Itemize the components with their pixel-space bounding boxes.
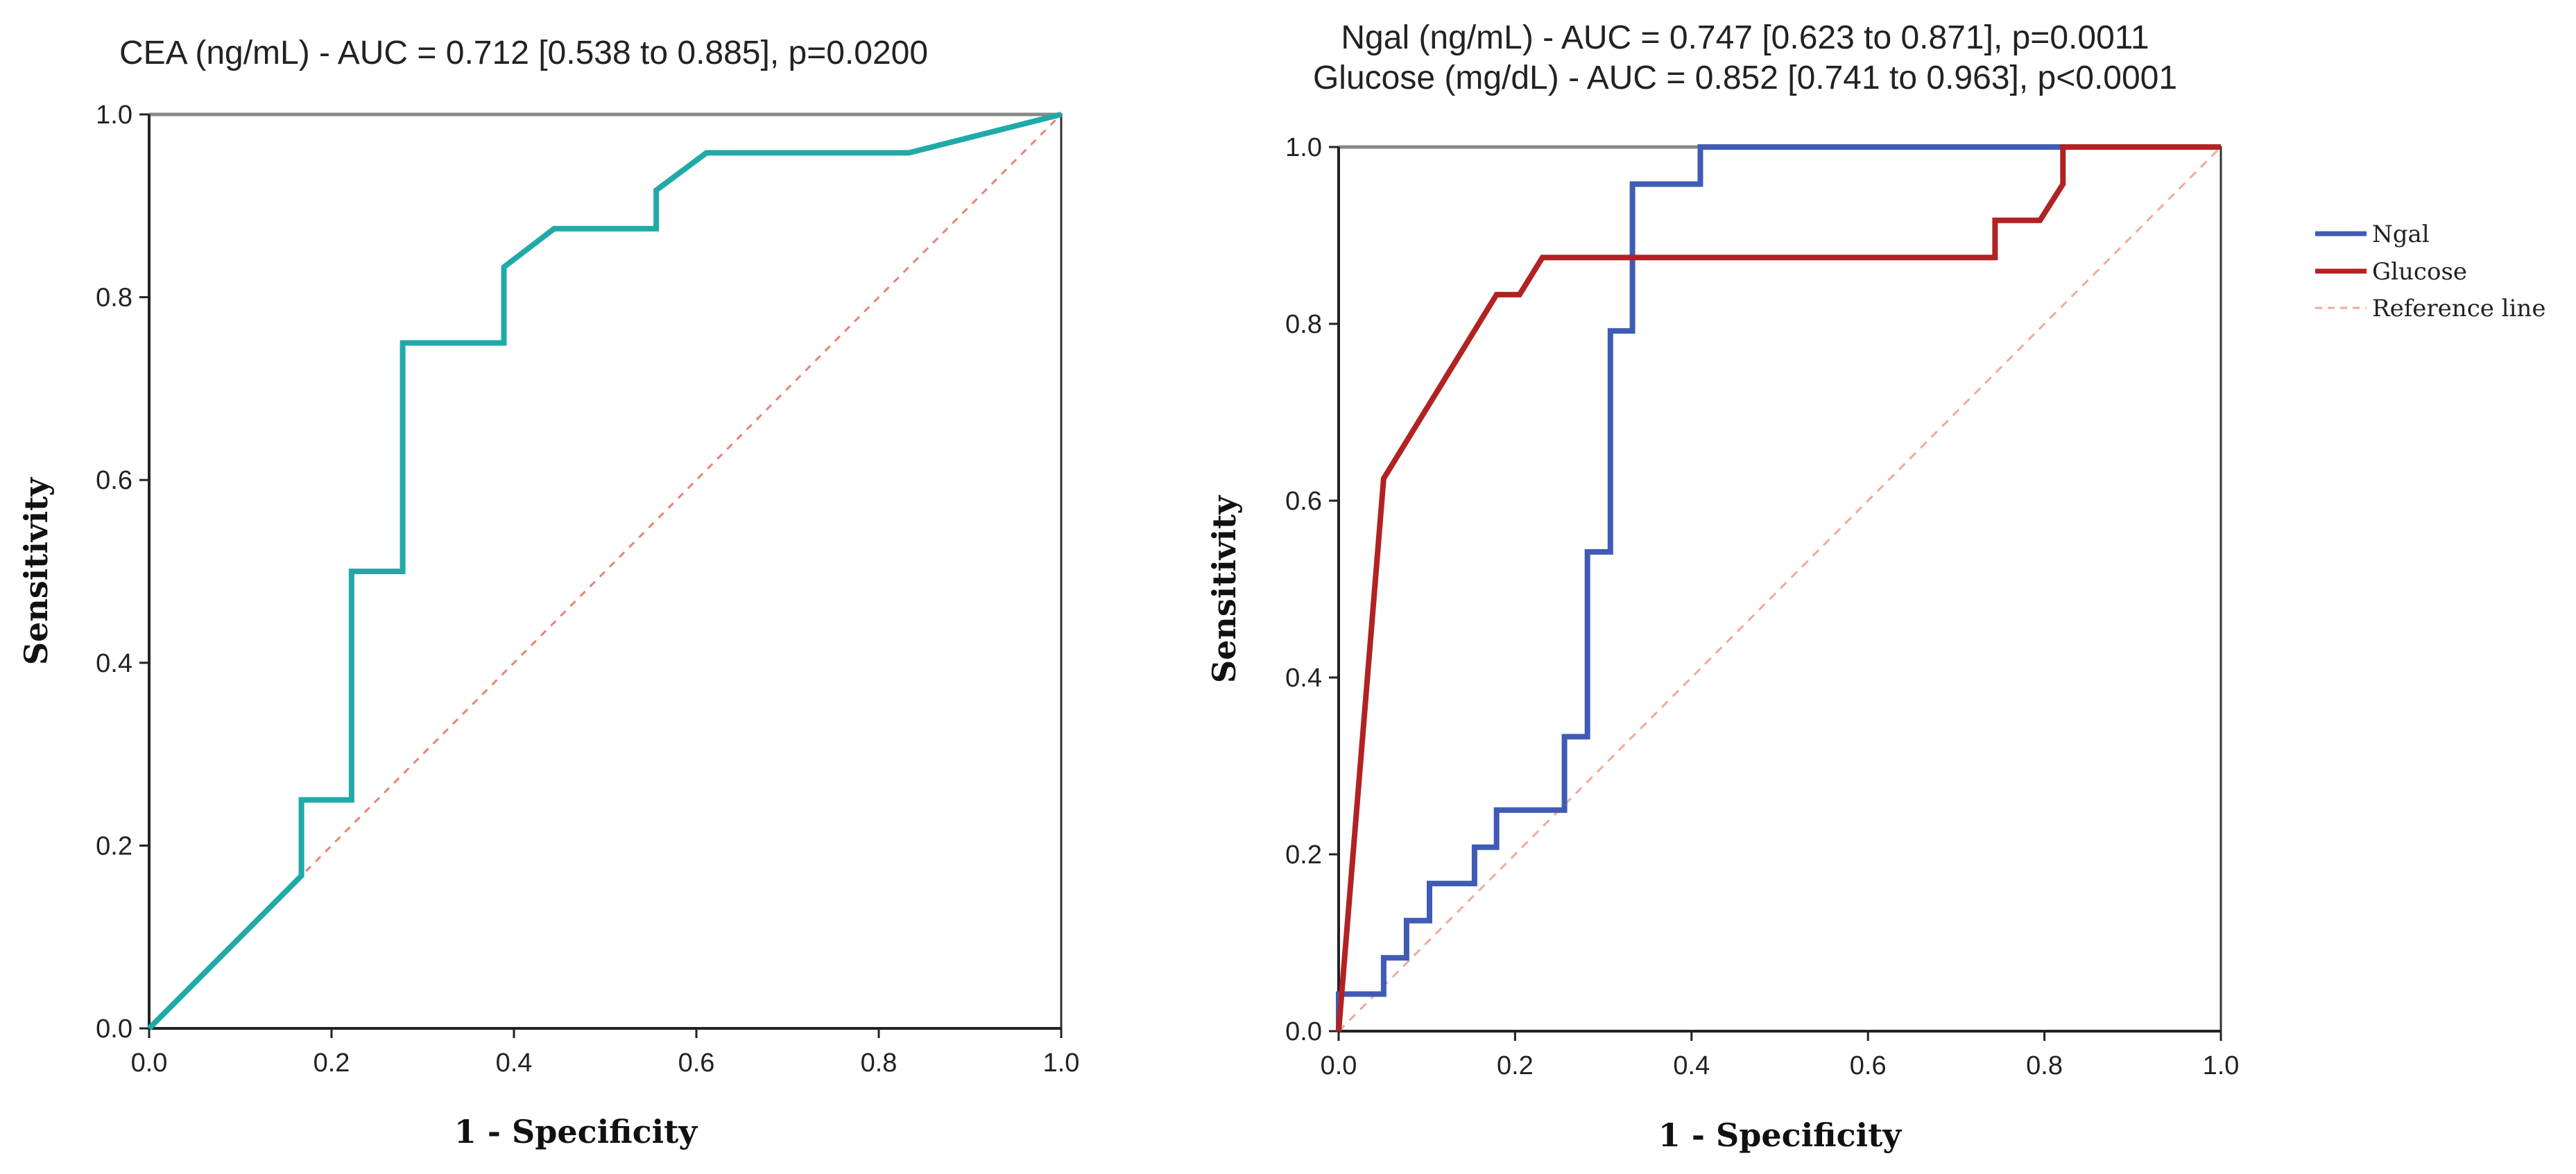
- right-x-tick-label: 0.6: [1850, 1051, 1887, 1080]
- right-x-tick-label: 0.8: [2026, 1051, 2063, 1080]
- right-ticks: 0.0 0.2 0.4 0.6 0.8 1.0 0.0 0.2 0.4 0.6 0.8 1.0: [1285, 133, 2239, 1080]
- cea-ticks: 0.0 0.2 0.4 0.6 0.8 1.0 0.0 0.2 0.4 0.6 0.8 1.0: [96, 101, 1079, 1078]
- cea-x-tick-label: 1.0: [1043, 1048, 1080, 1078]
- cea-chart-title: CEA (ng/mL) - AUC = 0.712 [0.538 to 0.88…: [119, 35, 928, 71]
- cea-y-tick-label: 1.0: [96, 101, 132, 130]
- right-x-tick-label: 0.0: [1321, 1051, 1357, 1080]
- cea-x-tick-label: 0.2: [314, 1048, 350, 1078]
- right-y-tick-label: 0.4: [1285, 664, 1322, 693]
- cea-x-tick-label: 0.8: [861, 1048, 898, 1078]
- glucose-roc-curve: [1336, 144, 2221, 1032]
- cea-x-axis-title: 1 - Specificity: [454, 1113, 698, 1150]
- legend-item-reference: Reference line: [2315, 295, 2545, 322]
- legend-label-ngal: Ngal: [2372, 221, 2430, 248]
- cea-plot-area: 0.0 0.2 0.4 0.6 0.8 1.0 0.0 0.2 0.4 0.6 0.8 1.0: [96, 101, 1079, 1078]
- cea-x-tick-label: 0.4: [496, 1048, 533, 1078]
- cea-y-tick-label: 0.4: [96, 649, 132, 678]
- right-y-tick-label: 1.0: [1285, 133, 1322, 162]
- right-reference-line: [1337, 146, 2222, 1033]
- right-y-tick-label: 0.6: [1285, 487, 1322, 516]
- right-x-axis-title: 1 - Specificity: [1658, 1116, 1902, 1154]
- right-x-tick-label: 0.2: [1497, 1051, 1534, 1080]
- legend: Ngal Glucose Reference line: [2315, 221, 2545, 322]
- legend-label-glucose: Glucose: [2372, 258, 2467, 286]
- right-y-tick-label: 0.0: [1285, 1017, 1322, 1046]
- cea-x-tick-label: 0.0: [131, 1048, 168, 1078]
- legend-item-ngal: Ngal: [2315, 221, 2430, 248]
- ngal-chart-title: Ngal (ng/mL) - AUC = 0.747 [0.623 to 0.8…: [1341, 19, 2149, 56]
- ngal-roc-curve: [1336, 144, 2221, 1031]
- cea-roc-curve: [147, 112, 1062, 1030]
- cea-y-tick-label: 0.8: [96, 284, 132, 313]
- right-y-axis-title: Sensitivity: [1205, 495, 1243, 683]
- legend-label-reference: Reference line: [2372, 295, 2545, 322]
- glucose-chart-title: Glucose (mg/dL) - AUC = 0.852 [0.741 to …: [1313, 60, 2177, 96]
- cea-y-tick-label: 0.0: [96, 1015, 132, 1044]
- legend-item-glucose: Glucose: [2315, 258, 2467, 286]
- right-x-tick-label: 0.4: [1673, 1051, 1710, 1080]
- ngal-glucose-roc-chart: Ngal (ng/mL) - AUC = 0.747 [0.623 to 0.8…: [1205, 19, 2545, 1154]
- cea-y-tick-label: 0.2: [96, 831, 132, 861]
- right-y-tick-label: 0.8: [1285, 310, 1322, 339]
- right-y-tick-label: 0.2: [1285, 840, 1322, 870]
- cea-y-axis-title: Sensitivity: [17, 477, 55, 665]
- ngal-glucose-plot-area: 0.0 0.2 0.4 0.6 0.8 1.0 0.0 0.2 0.4 0.6 0.8 1.0: [1285, 133, 2239, 1080]
- right-x-tick-label: 1.0: [2203, 1051, 2240, 1080]
- cea-y-tick-label: 0.6: [96, 466, 132, 495]
- cea-roc-chart: CEA (ng/mL) - AUC = 0.712 [0.538 to 0.88…: [17, 35, 1079, 1150]
- cea-x-tick-label: 0.6: [678, 1048, 715, 1078]
